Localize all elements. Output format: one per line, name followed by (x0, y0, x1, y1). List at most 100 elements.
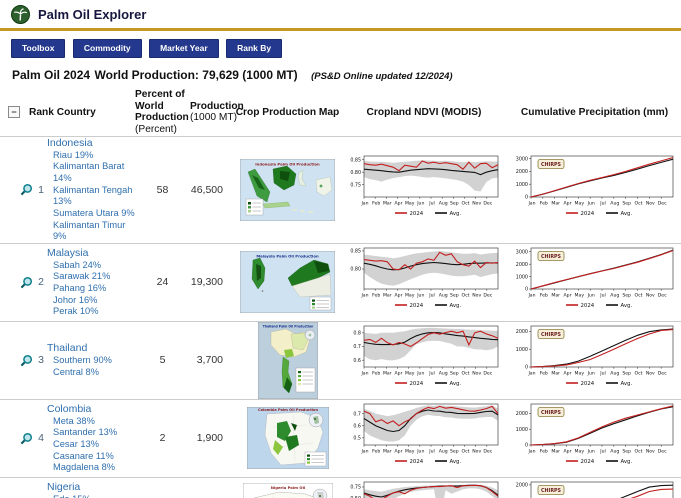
rank-number: 4 (38, 432, 44, 445)
region-item[interactable]: Kalimantan Timur 9% (53, 219, 126, 242)
map-header: Crop Production Map (235, 106, 340, 118)
gold-divider (0, 28, 681, 31)
svg-text:Feb: Feb (372, 293, 380, 299)
svg-text:Dec: Dec (483, 371, 492, 377)
region-item[interactable]: Johor 16% (53, 294, 98, 305)
country-cell: Nigeria Edo 15%Akwa Ibom 14%Ogun 12%Ondo… (45, 481, 135, 498)
crop-production-map[interactable]: Malaysia Palm Oil Production (235, 251, 340, 314)
country-link[interactable]: Thailand (47, 342, 88, 355)
svg-text:Mar: Mar (551, 449, 560, 455)
collapse-all-icon[interactable]: − (8, 106, 20, 119)
svg-text:Avg.: Avg. (450, 303, 462, 309)
svg-text:Feb: Feb (539, 200, 547, 206)
region-list: Southern 90% Central 8% (53, 355, 135, 378)
palm-tree-icon (11, 5, 30, 24)
nav-toolbox-button[interactable]: Toolbox (11, 39, 66, 58)
svg-text:0.85: 0.85 (350, 157, 361, 163)
svg-text:2024: 2024 (580, 459, 594, 465)
region-item[interactable]: Pahang 16% (53, 282, 107, 293)
svg-text:Mar: Mar (383, 293, 392, 299)
svg-text:Jan: Jan (527, 200, 535, 206)
ndvi-chart: 0.000.250.500.75JanFebMarAprMayJunJulAug… (340, 479, 508, 498)
svg-text:0: 0 (524, 287, 527, 293)
svg-text:Apr: Apr (563, 449, 571, 455)
svg-text:2024: 2024 (410, 303, 424, 309)
svg-text:Avg.: Avg. (620, 303, 632, 309)
svg-text:Sep: Sep (450, 200, 459, 206)
rank-cell: 3 (0, 354, 45, 367)
svg-text:Oct: Oct (462, 371, 470, 377)
svg-text:Jul: Jul (599, 200, 606, 206)
svg-text:Apr: Apr (395, 449, 403, 455)
svg-text:Oct: Oct (462, 200, 470, 206)
magnifier-icon[interactable] (20, 276, 33, 289)
nav-commodity-button[interactable]: Commodity (72, 39, 142, 58)
svg-text:CHIRPS: CHIRPS (541, 332, 562, 338)
nav-bar: Toolbox Commodity Market Year Rank By (11, 38, 681, 58)
country-link[interactable]: Nigeria (47, 480, 81, 493)
country-link[interactable]: Indonesia (47, 136, 93, 149)
region-item[interactable]: Riau 19% (53, 149, 94, 160)
percent-header-label: Percent of World Production (135, 89, 189, 124)
svg-text:Nov: Nov (472, 293, 481, 299)
region-item[interactable]: Southern 90% (53, 355, 112, 366)
svg-text:1000: 1000 (515, 182, 527, 188)
svg-text:Avg.: Avg. (620, 381, 632, 387)
region-item[interactable]: Kalimantan Tengah 13% (53, 184, 133, 207)
svg-text:0: 0 (524, 443, 527, 449)
svg-text:Sep: Sep (622, 200, 631, 206)
nav-market-year-button[interactable]: Market Year (149, 39, 219, 58)
svg-text:2024: 2024 (410, 381, 424, 387)
crop-production-map[interactable]: Thailand Palm Oil Production (235, 321, 340, 399)
region-item[interactable]: Edo 15% (53, 494, 135, 498)
svg-text:Sep: Sep (450, 293, 459, 299)
region-item[interactable]: Sabah 24% (53, 259, 102, 270)
magnifier-icon[interactable] (20, 354, 33, 367)
svg-text:Apr: Apr (563, 293, 571, 299)
crop-production-map[interactable]: Nigeria Palm Oil (235, 482, 340, 498)
svg-text:Nov: Nov (645, 200, 654, 206)
crop-production-map[interactable]: Colombia Palm Oil Production (235, 407, 340, 470)
svg-text:2000: 2000 (515, 262, 527, 268)
svg-text:2024: 2024 (580, 303, 594, 309)
region-item[interactable]: Sumatera Utara 9% (53, 207, 135, 218)
svg-text:Indonesia Palm Oil Production: Indonesia Palm Oil Production (255, 161, 320, 166)
table-row: 2 Malaysia Sabah 24% Sarawak 21% Pahang 16… (0, 244, 681, 322)
svg-text:Nov: Nov (645, 449, 654, 455)
country-link[interactable]: Malaysia (47, 246, 89, 259)
svg-text:Oct: Oct (634, 293, 642, 299)
svg-text:Malaysia Palm Oil Production: Malaysia Palm Oil Production (256, 254, 319, 259)
region-item[interactable]: Santander 13% (53, 427, 118, 438)
svg-text:May: May (405, 200, 415, 206)
crop-production-map[interactable]: Indonesia Palm Oil Production (235, 158, 340, 221)
region-item[interactable]: Central 8% (53, 366, 99, 377)
rank-country-header: − Rank Country (0, 106, 135, 119)
production-header-label: Production (190, 100, 244, 112)
svg-text:May: May (405, 449, 415, 455)
region-item[interactable]: Meta 38% (53, 415, 95, 426)
region-item[interactable]: Cesar 13% (53, 438, 99, 449)
svg-text:Apr: Apr (395, 371, 403, 377)
svg-text:Colombia Palm Oil Production: Colombia Palm Oil Production (257, 408, 318, 412)
svg-text:Oct: Oct (462, 293, 470, 299)
svg-text:Jan: Jan (360, 371, 368, 377)
ndvi-chart: 0.5 0.6 0.7 Jan Feb Mar Apr May Jun Jul Aug Sep Oct N… (340, 401, 508, 475)
magnifier-icon[interactable] (20, 183, 33, 196)
region-item[interactable]: Sarawak 21% (53, 271, 111, 282)
region-item[interactable]: Perak 10% (53, 306, 99, 317)
nav-rank-by-button[interactable]: Rank By (226, 39, 283, 58)
svg-text:0.50: 0.50 (350, 496, 361, 498)
svg-text:Jan: Jan (360, 449, 368, 455)
rank-number: 1 (38, 183, 44, 196)
svg-text:May: May (574, 449, 584, 455)
region-item[interactable]: Kalimantan Barat 14% (53, 161, 125, 184)
production-value: 19,300 (190, 276, 223, 289)
region-item[interactable]: Casanare 11% (53, 450, 114, 461)
region-item[interactable]: Magdalena 8% (53, 462, 116, 473)
svg-text:May: May (405, 371, 415, 377)
svg-text:CHIRPS: CHIRPS (541, 488, 562, 494)
country-link[interactable]: Colombia (47, 402, 92, 415)
magnifier-icon[interactable] (20, 432, 33, 445)
svg-text:Apr: Apr (395, 293, 403, 299)
region-list: Riau 19% Kalimantan Barat 14% Kalimantan T… (53, 150, 135, 243)
